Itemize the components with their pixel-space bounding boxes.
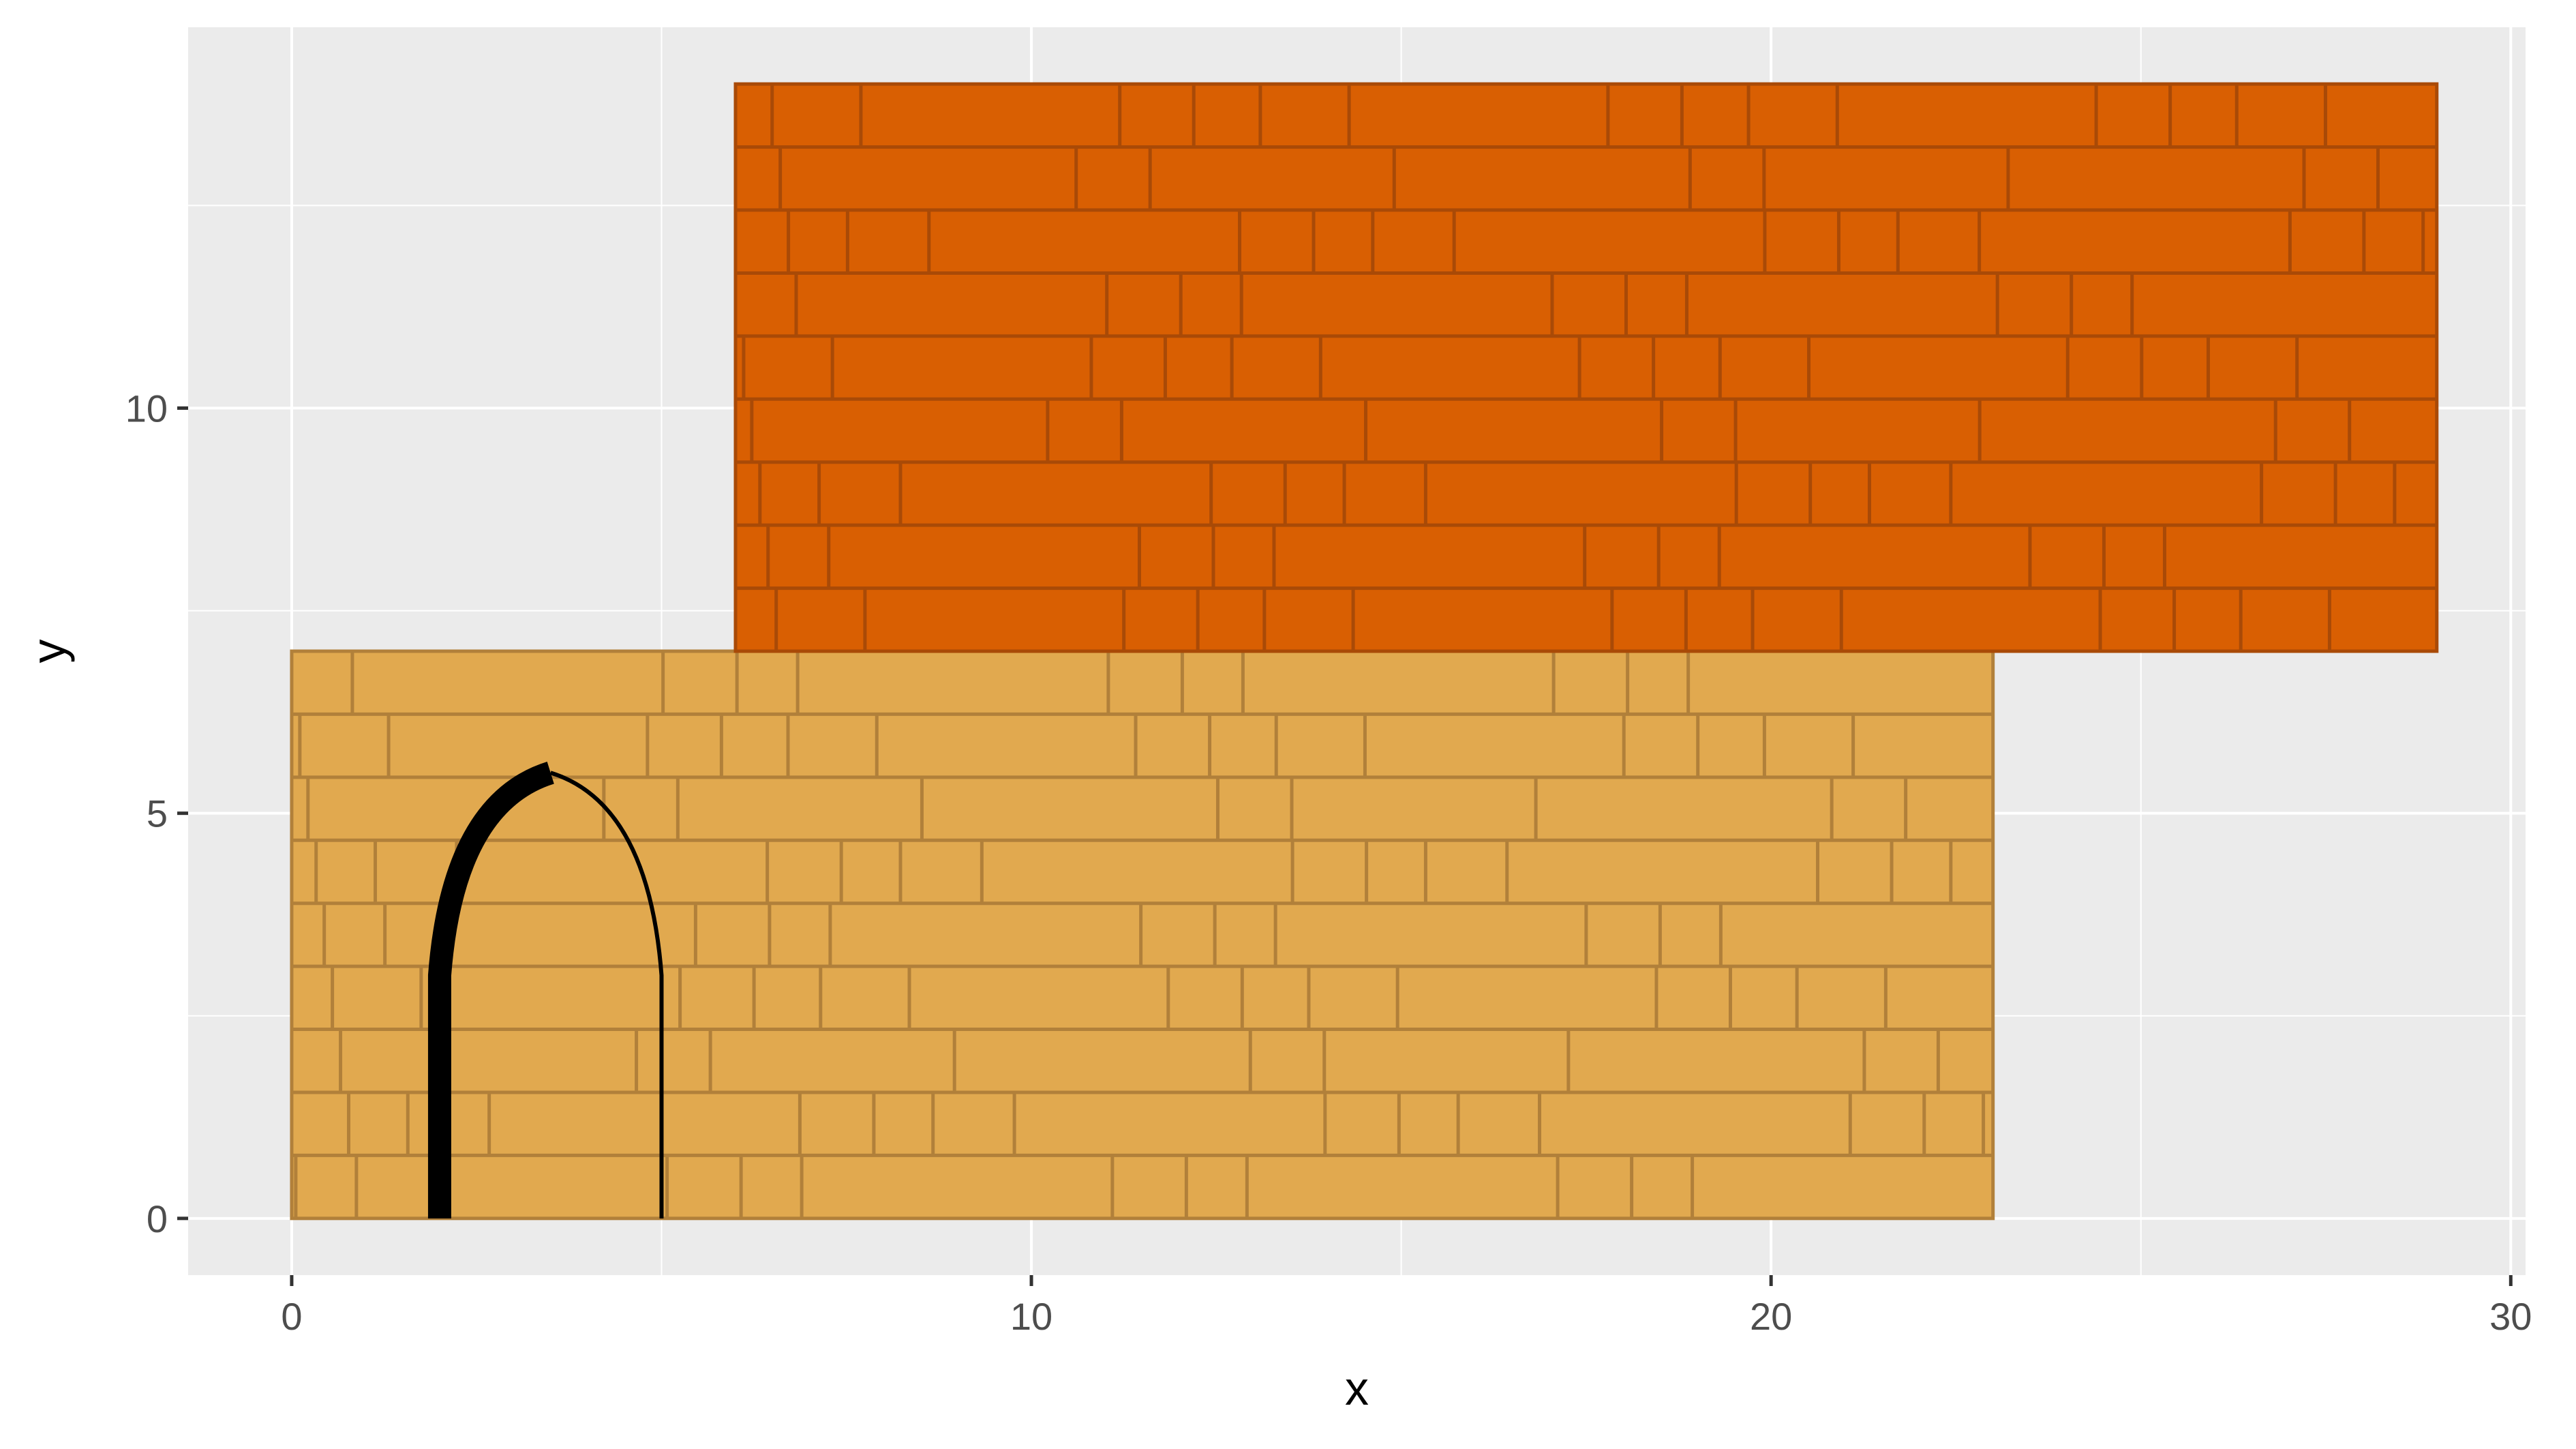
arch-right-side xyxy=(549,771,664,1219)
brick-wall xyxy=(733,82,2439,653)
arch xyxy=(427,762,664,1219)
x-axis-title: x xyxy=(1345,1362,1369,1415)
brick-wall xyxy=(290,649,1995,1221)
x-tick-label: 30 xyxy=(2489,1295,2532,1338)
arch-left-side xyxy=(427,762,555,1219)
brick-walls xyxy=(290,82,2439,1221)
x-tick-label: 20 xyxy=(1750,1295,1792,1338)
x-tick-label: 0 xyxy=(281,1295,302,1338)
axes: 0 10 20 30 0 5 10 xyxy=(125,387,2532,1338)
y-axis-title: y xyxy=(22,640,75,663)
x-tick-label: 10 xyxy=(1010,1295,1052,1338)
y-tick-label: 0 xyxy=(147,1197,168,1240)
y-tick-label: 5 xyxy=(147,792,168,835)
y-tick-label: 10 xyxy=(125,387,168,430)
